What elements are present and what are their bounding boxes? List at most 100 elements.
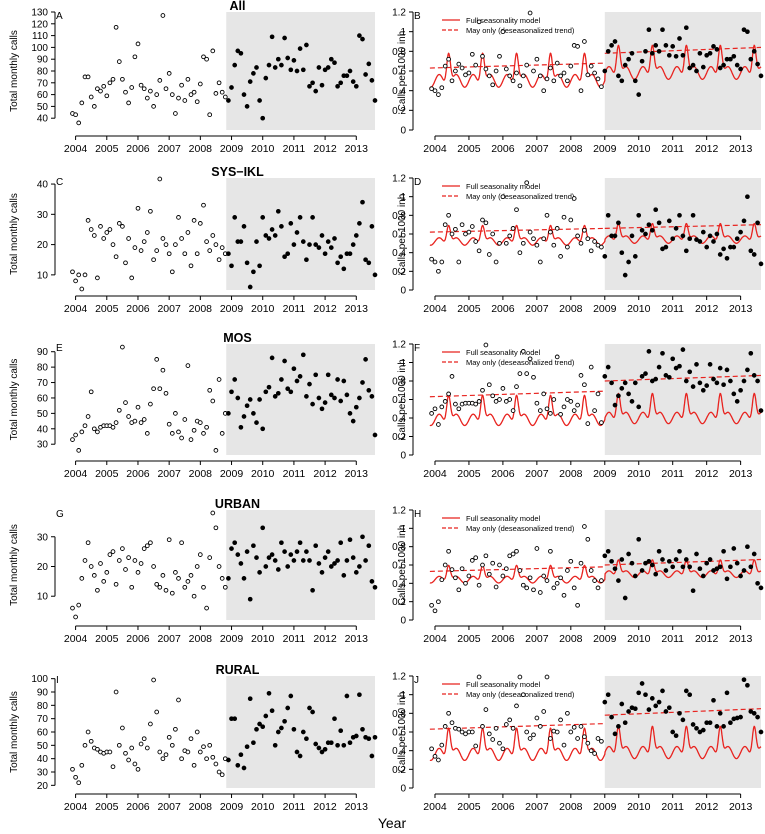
data-point-filled-c (282, 254, 287, 260)
data-point-open-f (486, 382, 492, 388)
data-point-open-c (91, 233, 97, 238)
y-tick-label-g: 10 (37, 592, 49, 603)
data-point-open-c (163, 242, 169, 247)
x-tick-label-d: 2011 (661, 303, 684, 315)
data-point-filled-b (748, 56, 754, 62)
data-point-filled-g (226, 576, 231, 581)
data-point-filled-g (272, 558, 278, 563)
data-point-filled-j (619, 701, 625, 707)
data-point-filled-i (285, 705, 291, 711)
data-point-filled-d (612, 233, 618, 239)
data-point-filled-i (335, 742, 340, 748)
data-point-open-a (169, 92, 175, 97)
data-point-open-i (197, 749, 203, 755)
data-point-open-h (575, 602, 580, 608)
data-point-open-g (95, 587, 100, 593)
y-tick-label-i: 30 (37, 768, 49, 779)
data-point-open-a (179, 82, 184, 88)
data-point-open-e (144, 431, 150, 436)
data-point-filled-f (612, 402, 618, 408)
data-point-open-j (527, 736, 533, 741)
data-point-open-i (107, 749, 113, 755)
data-point-open-b (469, 51, 475, 57)
data-point-filled-e (335, 377, 340, 382)
x-tick-label-a: 2012 (313, 143, 337, 155)
y-tick-label-j: 1.2 (392, 672, 406, 683)
data-point-open-c (148, 208, 153, 214)
x-tick-label-h: 2006 (491, 633, 515, 645)
data-point-open-j (514, 703, 519, 709)
data-point-open-e (163, 390, 169, 396)
data-point-open-f (524, 371, 530, 376)
data-point-filled-c (322, 251, 328, 257)
data-point-open-d (568, 217, 574, 223)
x-tick-label-e: 2008 (189, 468, 213, 480)
data-point-open-e (85, 414, 91, 419)
data-point-open-i (141, 736, 147, 742)
data-point-open-b (500, 29, 506, 35)
series-line-trend-post-j (604, 708, 762, 716)
data-point-filled-d (619, 250, 625, 256)
data-point-filled-e (347, 411, 353, 416)
data-point-open-h (527, 575, 533, 581)
data-point-filled-a (369, 78, 375, 83)
data-point-filled-e (360, 380, 365, 385)
x-tick-label-b: 2012 (695, 143, 719, 155)
data-point-open-b (582, 39, 587, 44)
data-point-open-b (483, 66, 489, 72)
legend-label-trend-b: May only (deseasonalized trend) (466, 26, 575, 35)
data-point-filled-i (316, 745, 322, 751)
data-point-filled-e (285, 386, 291, 392)
x-tick-label-d: 2007 (525, 303, 549, 315)
data-point-filled-b (741, 27, 747, 33)
data-point-open-j (483, 707, 489, 712)
y-tick-label-e: 50 (37, 409, 49, 420)
data-point-open-f (510, 408, 516, 413)
data-point-filled-j (755, 714, 760, 720)
y-tick-label-j: 0 (400, 784, 406, 795)
data-point-open-b (456, 61, 462, 67)
x-tick-label-h: 2011 (661, 633, 684, 645)
series-line-trend-post-d (604, 224, 762, 229)
data-point-filled-h (643, 560, 648, 566)
data-point-open-b (537, 73, 543, 79)
data-point-filled-f (683, 378, 689, 384)
data-point-filled-i (372, 734, 378, 740)
data-point-open-j (558, 717, 563, 723)
data-point-filled-i (291, 726, 297, 732)
data-point-open-j (524, 729, 530, 735)
data-point-open-d (442, 222, 448, 228)
data-point-open-g (213, 525, 219, 531)
data-point-open-h (520, 582, 526, 588)
data-point-open-d (561, 214, 567, 220)
legend-label-full-h: Full seasonality model (466, 514, 541, 523)
data-point-filled-g (238, 561, 244, 566)
data-point-open-d (565, 244, 570, 250)
data-point-open-g (135, 570, 141, 575)
panel-f: 0 0.2 0.4 0.6 0.8 1 1.2 2004 2005 2006 2007 2008 200… (392, 340, 764, 480)
data-point-filled-b (629, 50, 635, 56)
data-point-filled-h (680, 564, 686, 570)
data-point-filled-f (649, 378, 655, 384)
x-tick-label-b: 2007 (525, 143, 549, 155)
data-point-filled-b (666, 52, 672, 58)
series-line-trend-pre-j (429, 723, 605, 730)
data-point-filled-a (226, 98, 231, 103)
data-point-filled-d (745, 194, 750, 200)
x-tick-label-e: 2005 (95, 468, 119, 480)
data-point-open-a (123, 89, 128, 95)
x-tick-label-h: 2008 (559, 633, 583, 645)
x-tick-label-j: 2009 (593, 801, 617, 813)
data-point-open-c (182, 251, 188, 257)
x-tick-label-b: 2004 (423, 143, 447, 155)
panel-title-e: MOS (223, 331, 251, 345)
data-point-open-d (551, 242, 557, 248)
data-point-open-b (463, 72, 468, 78)
data-point-filled-e (350, 418, 356, 424)
data-point-filled-e (244, 403, 250, 409)
legend-label-trend-d: May only (deseasonalized trend) (466, 192, 575, 201)
data-point-filled-g (307, 558, 312, 563)
data-point-open-f (436, 422, 441, 427)
series-line-full-model-f (429, 392, 762, 427)
legend-label-full-f: Full seasonality model (466, 348, 541, 357)
